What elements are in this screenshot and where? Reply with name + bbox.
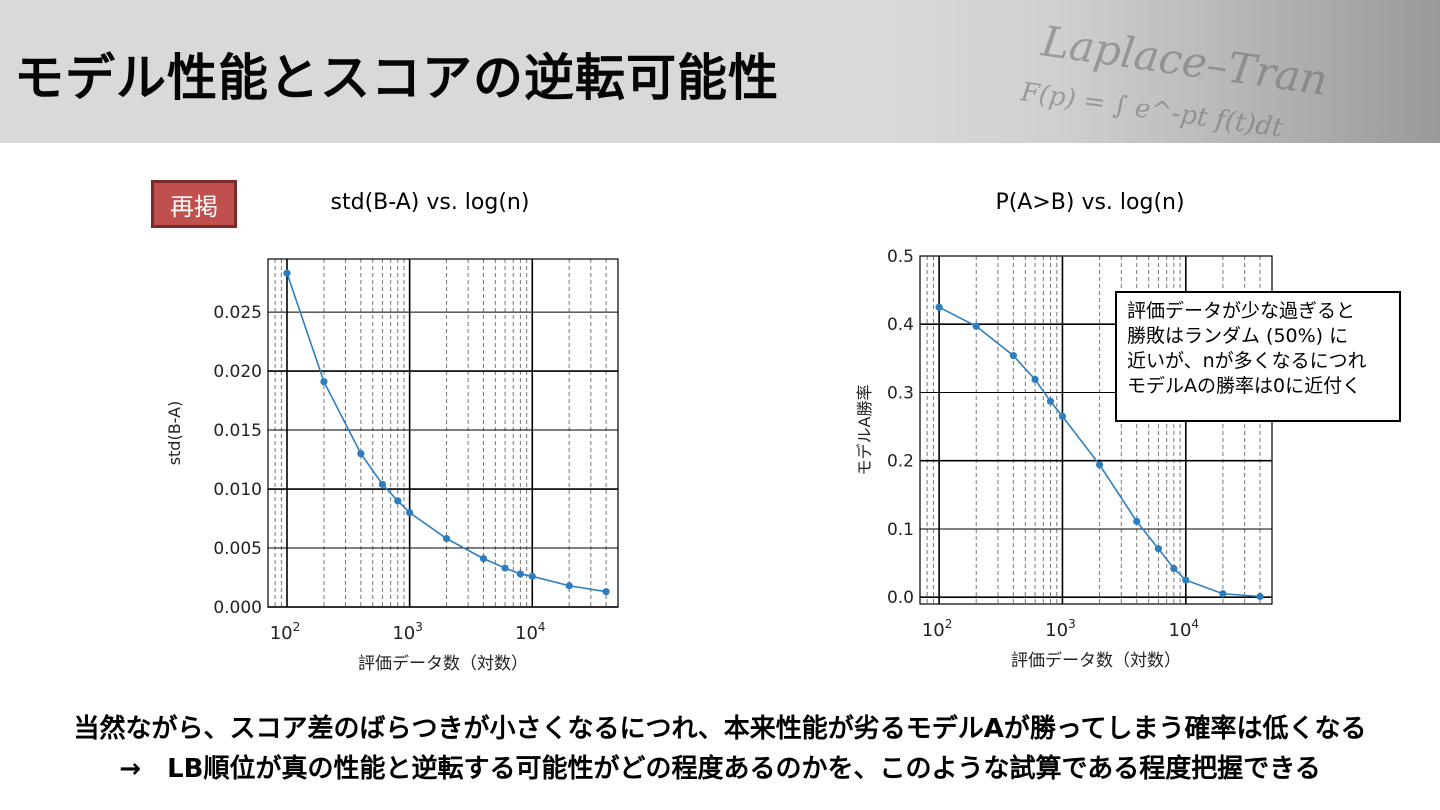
formula-background-image: Laplace–Tran F(p) = ∫ e^-pt f(t)dt [1018,16,1330,143]
std-xtick-label: 104 [515,620,546,644]
std-x-axis-label: 評価データ数（対数） [358,653,528,674]
header-bar: モデル性能とスコアの逆転可能性 Laplace–Tran F(p) = ∫ e^… [0,0,1440,143]
std-data-point [320,378,328,386]
winrate-xtick-label: 103 [1045,617,1076,641]
std-data-point [501,564,509,572]
left-plot-title: std(B-A) vs. log(n) [330,190,530,215]
std-xtick-label: 102 [270,620,301,644]
winrate-plot-frame [919,255,1273,605]
std-data-point [602,588,610,596]
reprint-badge: 再掲 [151,180,237,228]
std-xtick-label: 103 [392,620,423,644]
winrate-data-point [1133,517,1141,526]
winrate-data-point [1170,564,1178,573]
winrate-data-point [1219,590,1227,598]
winrate-data-point [1058,412,1067,420]
winrate-data-point [972,322,980,330]
callout-line-1: 評価データが少な過ぎると [1127,300,1356,322]
winrate-ytick-label: 0.5 [887,247,914,267]
std-ytick-label: 0.015 [213,421,262,441]
winrate-xtick-label: 104 [1169,617,1200,641]
callout-line-3: 近いが、nが多くなるにつれ [1127,350,1367,372]
winrate-ytick-label: 0.3 [887,383,914,403]
std-plot-frame [267,258,619,608]
std-data-point [406,509,414,517]
winrate-data-point [1256,592,1264,601]
winrate-x-axis-label: 評価データ数（対数） [1011,650,1181,671]
winrate-data-point [1031,375,1039,384]
std-data-point [516,570,524,578]
callout-line-4: モデルAの勝率は0に近付く [1127,375,1362,397]
winrate-data-point [1046,397,1055,405]
winrate-y-axis-label: モデルA勝率 [855,385,874,476]
std-data-point [283,269,291,277]
std-series-line [286,272,607,593]
std-ytick-label: 0.010 [213,480,262,500]
std-data-point [479,555,488,563]
winrate-data-point [1095,461,1104,469]
winrate-data-point [1009,352,1017,360]
winrate-ytick-label: 0.2 [887,452,914,472]
winrate-data-point [1154,545,1163,553]
callout-line-2: 勝敗はランダム (50%) に [1127,325,1349,347]
winrate-ytick-label: 0.4 [887,315,914,335]
std-ytick-label: 0.005 [213,539,262,559]
std-plot-area: 0.000 0.005 0.010 0.015 0.020 0.025 102 103 104 評… [165,258,619,674]
right-plot-title: P(A>B) vs. log(n) [995,190,1185,215]
std-data-point [378,480,387,488]
std-data-point [565,582,573,590]
std-data-point [357,450,365,458]
winrate-ytick-label: 0.0 [887,588,914,608]
std-data-point [442,534,451,543]
winrate-data-point [1182,576,1190,584]
winrate-xtick-label: 102 [922,617,953,641]
winrate-ytick-label: 0.1 [887,520,914,540]
std-ytick-label: 0.025 [213,303,262,323]
summary-line-2: → LB順位が真の性能と逆転する可能性がどの程度あるのかを、このような試算である… [119,754,1321,784]
std-ytick-label: 0.020 [213,362,262,382]
page-title: モデル性能とスコアの逆転可能性 [14,49,779,107]
std-ytick-label: 0.000 [213,598,262,618]
std-data-point [528,572,536,580]
callout-box: 評価データが少な過ぎると 勝敗はランダム (50%) に 近いが、nが多くなるに… [1115,291,1401,422]
std-data-point [394,497,402,505]
std-y-axis-label: std(B-A) [165,401,184,466]
summary-line-1: 当然ながら、スコア差のばらつきが小さくなるにつれ、本来性能が劣るモデルAが勝って… [73,714,1367,744]
winrate-data-point [935,303,943,311]
